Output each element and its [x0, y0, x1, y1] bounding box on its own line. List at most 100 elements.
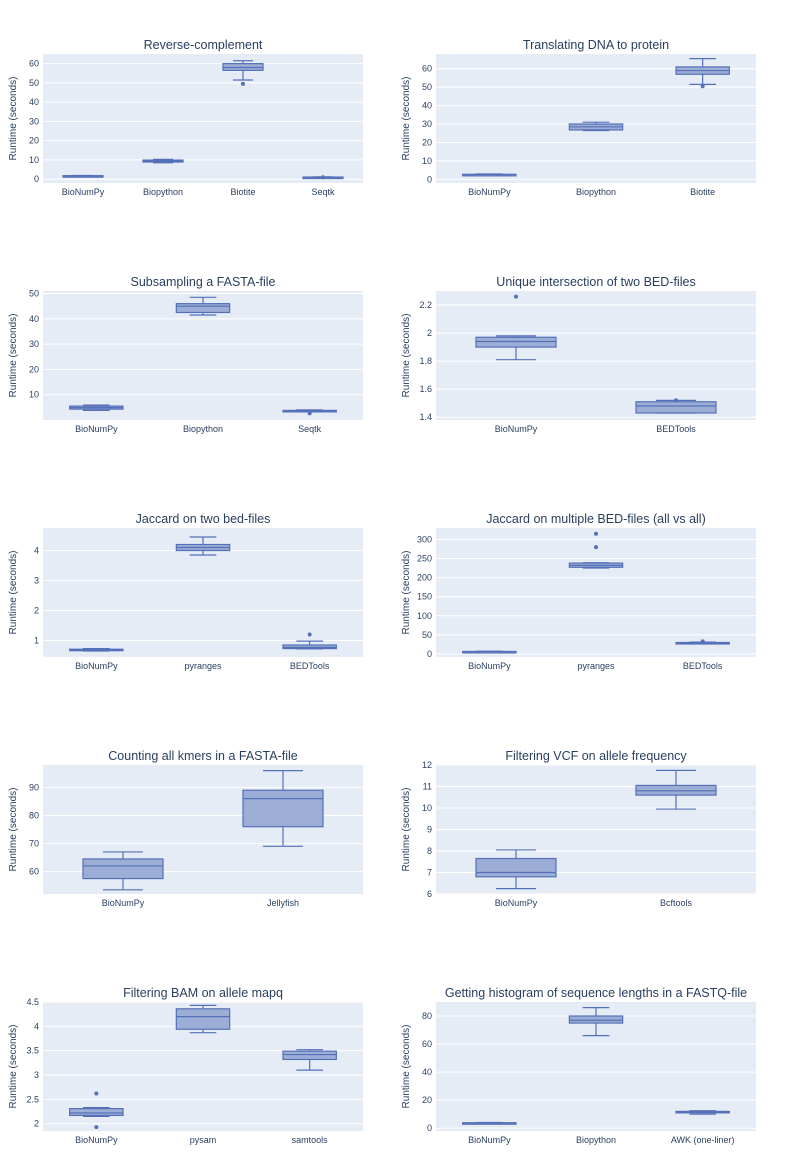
x-tick-label: BEDTools	[656, 424, 696, 434]
y-axis-label: Runtime (seconds)	[8, 314, 19, 398]
y-tick-label: 0	[427, 174, 432, 184]
box-biotite	[222, 60, 264, 86]
box-bedtools	[675, 639, 730, 645]
box-pyranges	[175, 536, 231, 556]
chart-panel-2: 0 10 20 30 40 50 60 Translating DNA to protein R…	[393, 32, 763, 207]
x-tick-label: Biopython	[143, 187, 183, 197]
chart-svg: 6 7 8 9 10 11 12 Filtering VCF on allele freque…	[401, 749, 756, 908]
x-tick-label: BioNumPy	[468, 661, 511, 671]
y-tick-label: 40	[422, 1067, 432, 1077]
y-tick-label: 300	[417, 534, 432, 544]
y-tick-label: 20	[422, 137, 432, 147]
box-bcftools	[635, 769, 717, 810]
y-tick-label: 30	[422, 119, 432, 129]
x-tick-label: Jellyfish	[267, 898, 299, 908]
y-tick-label: 11	[423, 782, 432, 792]
x-tick-label: BioNumPy	[75, 661, 118, 671]
plot-background	[43, 54, 363, 183]
chart-title: Getting histogram of sequence lengths in…	[445, 986, 747, 1000]
x-tick-label: BioNumPy	[495, 424, 538, 434]
x-tick-label: samtools	[292, 1135, 329, 1145]
box-iqr	[282, 644, 337, 650]
box-iqr	[475, 857, 557, 878]
chart-panel-8: 6 7 8 9 10 11 12 Filtering VCF on allele freque…	[393, 743, 763, 918]
chart-svg: 1 2 3 4 Jaccard on two bed-files Runtime (sec…	[8, 512, 363, 671]
box-iqr	[568, 1015, 624, 1024]
y-tick-label: 6	[427, 889, 432, 899]
outlier-point	[241, 81, 245, 86]
y-tick-label: 50	[422, 630, 432, 640]
y-tick-label: 20	[422, 1095, 432, 1105]
y-tick-label: 20	[29, 364, 39, 374]
y-tick-label: 4.5	[26, 997, 39, 1007]
x-tick-label: pyranges	[184, 661, 222, 671]
chart-svg: 0 10 20 30 40 50 60 Reverse-complement Runtime (…	[8, 38, 363, 197]
box-biopython	[175, 296, 231, 316]
x-tick-label: BEDTools	[683, 661, 723, 671]
box-pysam	[175, 1004, 231, 1034]
y-tick-label: 2.2	[419, 300, 432, 310]
box-bionumpy	[462, 1121, 517, 1125]
box-samtools	[282, 1049, 337, 1071]
x-tick-label: BioNumPy	[495, 898, 538, 908]
y-tick-label: 10	[29, 390, 39, 400]
y-tick-label: 2	[34, 606, 39, 616]
box-bedtools	[635, 398, 717, 414]
chart-title: Reverse-complement	[144, 38, 263, 52]
y-tick-label: 2	[427, 328, 432, 338]
y-tick-label: 0	[427, 1123, 432, 1133]
y-tick-label: 3	[34, 1070, 39, 1080]
outlier-point	[94, 1125, 99, 1130]
chart-title: Filtering VCF on allele frequency	[505, 749, 687, 763]
y-tick-label: 200	[417, 573, 432, 583]
y-tick-label: 80	[29, 810, 39, 820]
outlier-point	[594, 531, 598, 536]
outlier-point	[700, 84, 705, 89]
y-tick-label: 7	[427, 868, 432, 878]
x-tick-label: Seqtk	[311, 187, 335, 197]
x-tick-label: Biopython	[576, 1135, 616, 1145]
box-biotite	[675, 58, 730, 89]
y-tick-label: 1.4	[419, 412, 432, 422]
y-tick-label: 150	[417, 592, 432, 602]
x-tick-label: Biotite	[690, 187, 715, 197]
box-bionumpy	[69, 1091, 124, 1130]
x-tick-label: BEDTools	[290, 661, 330, 671]
box-bedtools	[282, 632, 337, 650]
box-bionumpy	[462, 650, 517, 654]
box-iqr	[635, 401, 717, 414]
chart-title: Filtering BAM on allele mapq	[123, 986, 283, 1000]
outlier-point	[674, 398, 678, 403]
chart-panel-6: 0 50 100 150 200 250 300 Jaccard on multiple BE…	[393, 506, 763, 681]
y-axis-label: Runtime (seconds)	[401, 788, 412, 872]
y-tick-label: 10	[422, 156, 432, 166]
chart-svg: 0 10 20 30 40 50 60 Translating DNA to protein R…	[401, 38, 756, 197]
chart-title: Translating DNA to protein	[523, 38, 669, 52]
y-axis-label: Runtime (seconds)	[8, 551, 19, 635]
y-tick-label: 0	[427, 649, 432, 659]
box-bionumpy	[69, 404, 124, 411]
y-tick-label: 40	[29, 314, 39, 324]
y-tick-label: 2.5	[26, 1094, 39, 1104]
box-bionumpy	[69, 647, 124, 652]
y-tick-label: 30	[29, 339, 39, 349]
chart-title: Counting all kmers in a FASTA-file	[108, 749, 297, 763]
outlier-point	[321, 175, 325, 180]
y-tick-label: 4	[34, 1021, 39, 1031]
y-tick-label: 60	[29, 867, 39, 877]
x-tick-label: pysam	[190, 1135, 217, 1145]
y-tick-label: 90	[29, 782, 39, 792]
x-tick-label: BioNumPy	[75, 1135, 118, 1145]
y-tick-label: 30	[29, 116, 39, 126]
box-biopython	[568, 121, 624, 132]
box-bionumpy	[475, 849, 557, 890]
box-seqtk	[302, 175, 344, 180]
y-axis-label: Runtime (seconds)	[401, 77, 412, 161]
chart-title: Jaccard on multiple BED-files (all vs al…	[486, 512, 706, 526]
y-axis-label: Runtime (seconds)	[401, 314, 412, 398]
y-tick-label: 100	[417, 611, 432, 621]
y-tick-label: 60	[422, 1039, 432, 1049]
y-tick-label: 10	[422, 803, 432, 813]
box-jellyfish	[242, 770, 324, 847]
x-tick-label: pyranges	[577, 661, 615, 671]
